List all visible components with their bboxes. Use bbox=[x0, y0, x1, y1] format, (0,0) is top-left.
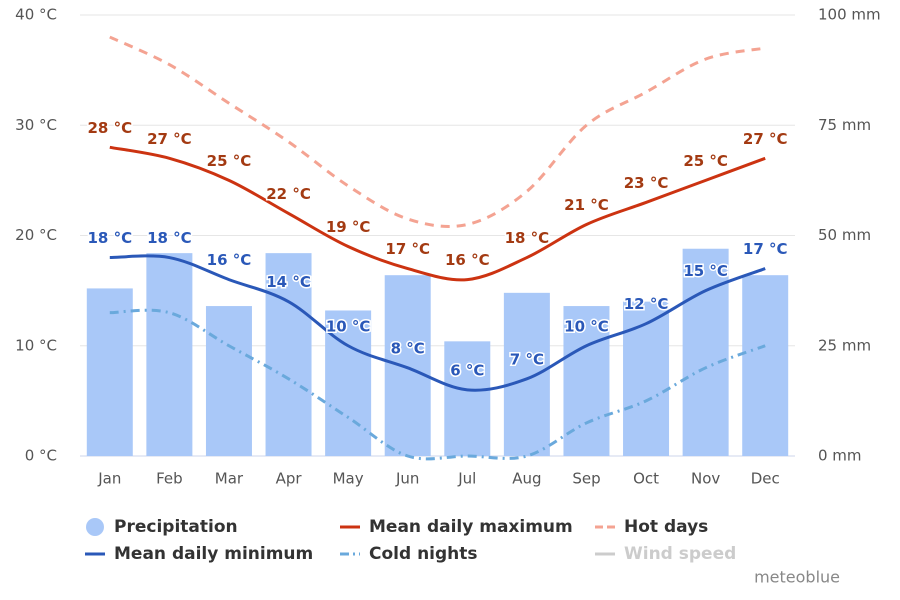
line bbox=[109, 254, 766, 392]
y2-tick-label: 100 mm bbox=[818, 6, 881, 24]
data-label: 17 °C bbox=[743, 240, 788, 258]
data-label: 25 °C bbox=[683, 152, 728, 170]
data-label: 14 °C bbox=[266, 273, 311, 291]
x-tick-label: Jul bbox=[457, 470, 476, 488]
y-tick-label: 30 °C bbox=[15, 116, 57, 134]
legend-label: Hot days bbox=[624, 517, 708, 537]
x-tick-label: Sep bbox=[572, 470, 600, 488]
data-label: 22 °C bbox=[266, 185, 311, 203]
data-label: 16 °C bbox=[207, 251, 252, 269]
x-tick-label: Apr bbox=[276, 470, 303, 488]
legend-label: Precipitation bbox=[114, 517, 238, 537]
line bbox=[109, 35, 766, 228]
data-label: 27 °C bbox=[743, 130, 788, 148]
data-label: 19 °C bbox=[326, 218, 371, 236]
y2-tick-label: 25 mm bbox=[818, 336, 871, 354]
data-label: 16 °C bbox=[445, 251, 490, 269]
bar bbox=[623, 301, 670, 456]
bar bbox=[503, 292, 550, 456]
legend-label: Wind speed bbox=[624, 544, 736, 564]
x-tick-label: May bbox=[333, 470, 364, 488]
y2-tick-label: 0 mm bbox=[818, 447, 862, 465]
x-tick-label: Dec bbox=[751, 470, 780, 488]
data-label: 28 °C bbox=[87, 119, 132, 137]
bar bbox=[742, 275, 789, 456]
data-label: 12 °C bbox=[624, 295, 669, 313]
y-tick-label: 20 °C bbox=[15, 226, 57, 244]
bar bbox=[384, 275, 431, 456]
data-label: 25 °C bbox=[207, 152, 252, 170]
data-label: 7 °C bbox=[510, 350, 544, 368]
data-label: 10 °C bbox=[326, 317, 371, 335]
bar bbox=[265, 253, 312, 456]
data-label: 27 °C bbox=[147, 130, 192, 148]
x-tick-label: Nov bbox=[691, 470, 720, 488]
x-tick-label: Mar bbox=[215, 470, 244, 488]
bar bbox=[205, 306, 252, 456]
data-label: 17 °C bbox=[385, 240, 430, 258]
data-label: 23 °C bbox=[624, 174, 669, 192]
data-label: 8 °C bbox=[391, 339, 425, 357]
data-label: 10 °C bbox=[564, 317, 609, 335]
bar bbox=[146, 253, 193, 456]
data-label: 21 °C bbox=[564, 196, 609, 214]
data-label: 18 °C bbox=[147, 229, 192, 247]
legend-label: Mean daily minimum bbox=[114, 544, 313, 564]
x-tick-label: Oct bbox=[633, 470, 659, 488]
y-tick-label: 10 °C bbox=[15, 336, 57, 354]
data-label: 6 °C bbox=[450, 361, 484, 379]
y2-tick-label: 75 mm bbox=[818, 116, 871, 134]
data-label: 18 °C bbox=[505, 229, 550, 247]
x-tick-label: Aug bbox=[512, 470, 541, 488]
data-label: 15 °C bbox=[683, 262, 728, 280]
credit: meteoblue bbox=[754, 568, 840, 587]
x-tick-label: Jan bbox=[97, 470, 121, 488]
legend-symbol bbox=[86, 518, 104, 536]
bar bbox=[444, 341, 491, 456]
legend-label: Mean daily maximum bbox=[369, 517, 573, 537]
bar bbox=[86, 288, 133, 456]
y2-tick-label: 50 mm bbox=[818, 226, 871, 244]
y-tick-label: 40 °C bbox=[15, 6, 57, 24]
x-tick-label: Feb bbox=[156, 470, 183, 488]
y-tick-label: 0 °C bbox=[25, 447, 57, 465]
line bbox=[109, 145, 766, 282]
line bbox=[109, 308, 766, 461]
x-tick-label: Jun bbox=[395, 470, 419, 488]
legend-label: Cold nights bbox=[369, 544, 478, 564]
data-label: 18 °C bbox=[87, 229, 132, 247]
